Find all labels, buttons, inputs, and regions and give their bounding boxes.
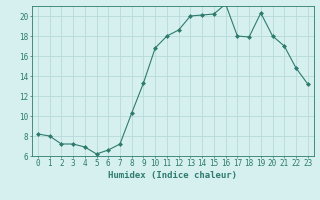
X-axis label: Humidex (Indice chaleur): Humidex (Indice chaleur) [108, 171, 237, 180]
